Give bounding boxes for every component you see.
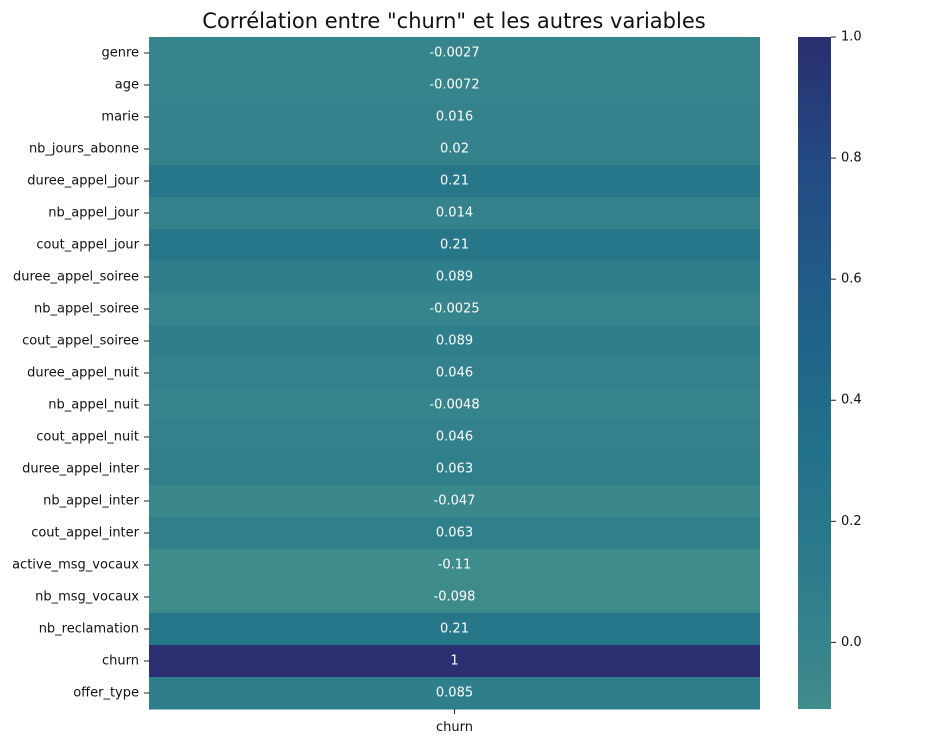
x-axis: churn: [436, 709, 473, 735]
cell-value-label: -0.0072: [429, 78, 479, 93]
y-tick-label: cout_appel_inter: [31, 526, 139, 541]
y-tick-label: nb_msg_vocaux: [35, 590, 139, 605]
y-tick-label: active_msg_vocaux: [12, 558, 139, 573]
cell-value-label: 0.21: [440, 238, 469, 253]
cell-value-label: 0.063: [436, 526, 473, 541]
cell-value-label: -0.0027: [429, 46, 479, 61]
cell-value-label: 0.046: [436, 366, 473, 381]
cell-value-label: 0.02: [440, 142, 469, 157]
colorbar-tick-label: 0.0: [841, 635, 862, 650]
cell-value-label: 0.21: [440, 622, 469, 637]
heatmap-cell: [149, 581, 760, 614]
y-tick-label: nb_appel_jour: [48, 206, 139, 221]
y-tick-label: nb_reclamation: [39, 622, 139, 637]
cell-value-label: 0.085: [436, 686, 473, 701]
y-tick-label: cout_appel_nuit: [36, 430, 139, 445]
heatmap-cell: [149, 613, 760, 646]
heatmap-cell: [149, 549, 760, 582]
y-tick-label: marie: [101, 110, 139, 125]
cell-value-label: -0.11: [438, 558, 472, 573]
heatmap-cell: [149, 133, 760, 166]
heatmap-cell: [149, 517, 760, 550]
cell-value-label: 0.016: [436, 110, 473, 125]
heatmap-cell: [149, 293, 760, 326]
cell-value-label: 0.089: [436, 270, 473, 285]
y-tick-label: genre: [101, 46, 139, 61]
y-tick-label: offer_type: [73, 686, 139, 701]
y-tick-labels: genre age marie nb_jours_abonne duree_appel_…: [12, 46, 149, 701]
cell-value-label: -0.047: [434, 494, 476, 509]
y-tick-label: nb_appel_soiree: [34, 302, 139, 317]
heatmap-cell: [149, 325, 760, 358]
y-tick-label: nb_jours_abonne: [29, 142, 139, 157]
y-tick-label: cout_appel_soiree: [22, 334, 139, 349]
cell-value-label: 0.063: [436, 462, 473, 477]
heatmap-cell: [149, 357, 760, 390]
y-tick-label: nb_appel_nuit: [48, 398, 139, 413]
chart-title: Corrélation entre "churn" et les autres …: [202, 9, 705, 33]
heatmap-cell: [149, 229, 760, 262]
y-tick-label: duree_appel_inter: [22, 462, 140, 477]
cell-value-label: 0.046: [436, 430, 473, 445]
y-tick-label: cout_appel_jour: [36, 238, 139, 253]
colorbar-tick-label: 0.2: [841, 514, 862, 529]
cell-value-label: -0.0048: [429, 398, 479, 413]
heatmap-cell: [149, 485, 760, 518]
heatmap-cell: [149, 197, 760, 230]
colorbar-tick-label: 0.4: [841, 393, 862, 408]
heatmap-cell: [149, 69, 760, 102]
colorbar-gradient: [798, 37, 831, 709]
colorbar: 0.0 0.2 0.4 0.6 0.8 1.0: [798, 30, 862, 709]
y-tick-label: duree_appel_jour: [27, 174, 139, 189]
y-tick-label: nb_appel_inter: [43, 494, 140, 509]
heatmap-cell: [149, 421, 760, 454]
colorbar-tick-label: 1.0: [841, 30, 862, 45]
heatmap-cell: [149, 389, 760, 422]
y-tick-label: duree_appel_nuit: [27, 366, 139, 381]
heatmap-cell: [149, 453, 760, 486]
heatmap-cell: [149, 645, 760, 678]
cell-value-label: 1: [450, 654, 458, 669]
colorbar-tick-label: 0.8: [841, 151, 862, 166]
heatmap-cells: -0.0027 -0.0072 0.016 0.02 0.21 0.014 0.21 0.08…: [149, 37, 760, 710]
cell-value-label: -0.098: [434, 590, 476, 605]
cell-value-label: 0.21: [440, 174, 469, 189]
y-tick-label: churn: [102, 654, 139, 669]
y-tick-label: duree_appel_soiree: [13, 270, 139, 285]
y-tick-label: age: [115, 78, 139, 93]
heatmap-cell: [149, 165, 760, 198]
colorbar-tick-label: 0.6: [841, 272, 862, 287]
heatmap-cell: [149, 101, 760, 134]
cell-value-label: 0.089: [436, 334, 473, 349]
x-tick-label: churn: [436, 720, 473, 735]
cell-value-label: 0.014: [436, 206, 473, 221]
cell-value-label: -0.0025: [429, 302, 479, 317]
heatmap-cell: [149, 261, 760, 294]
heatmap-cell: [149, 677, 760, 710]
heatmap-cell: [149, 37, 760, 70]
